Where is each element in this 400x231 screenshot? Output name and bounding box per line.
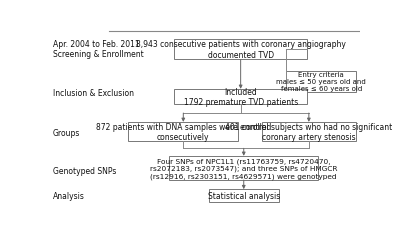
FancyBboxPatch shape (169, 156, 318, 180)
FancyBboxPatch shape (174, 40, 307, 60)
Text: Apr. 2004 to Feb. 2011
Screening & Enrollment: Apr. 2004 to Feb. 2011 Screening & Enrol… (53, 40, 144, 59)
Text: 401 control subjects who had no significant
coronary artery stenosis: 401 control subjects who had no signific… (225, 122, 392, 141)
Text: Genotyped SNPs: Genotyped SNPs (53, 166, 116, 175)
Text: Analysis: Analysis (53, 191, 85, 200)
Text: Groups: Groups (53, 128, 80, 137)
Text: 872 patients with DNA samples were enrolled
consecutively: 872 patients with DNA samples were enrol… (96, 122, 271, 141)
Text: Included
1792 premature TVD patients: Included 1792 premature TVD patients (184, 87, 298, 107)
FancyBboxPatch shape (286, 72, 356, 92)
Text: Statistical analysis: Statistical analysis (208, 191, 280, 200)
FancyBboxPatch shape (174, 90, 307, 105)
FancyBboxPatch shape (262, 122, 356, 141)
Text: Inclusion & Exclusion: Inclusion & Exclusion (53, 88, 134, 97)
Text: 8,943 consecutive patients with coronary angiography
documented TVD: 8,943 consecutive patients with coronary… (136, 40, 346, 60)
FancyBboxPatch shape (128, 122, 238, 141)
Text: Entry criteria
males ≤ 50 years old and
females ≤ 60 years old: Entry criteria males ≤ 50 years old and … (276, 72, 366, 92)
Text: Four SNPs of NPC1L1 (rs11763759, rs4720470,
rs2072183, rs2073547); and three SNP: Four SNPs of NPC1L1 (rs11763759, rs47204… (150, 158, 338, 179)
FancyBboxPatch shape (209, 189, 279, 202)
